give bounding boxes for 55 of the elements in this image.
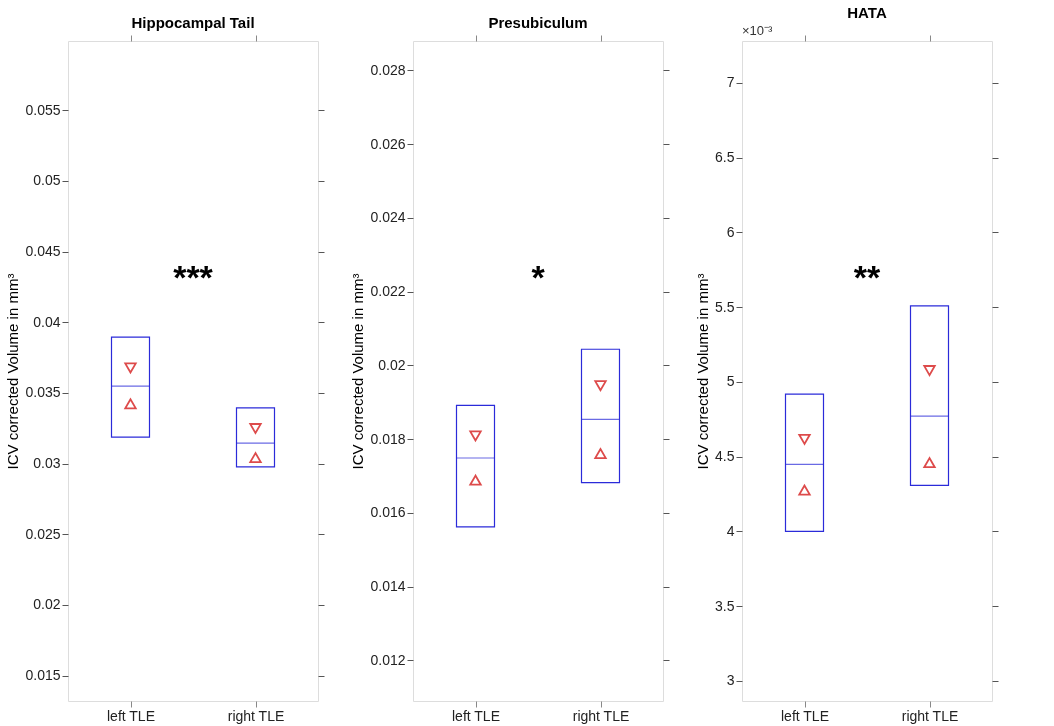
point (249, 423, 262, 434)
point (469, 474, 482, 486)
x-tick-label: left TLE (452, 707, 500, 724)
y-tick-label: 0.016 (370, 504, 406, 521)
y-tick-label: 0.012 (370, 651, 406, 668)
point (124, 398, 137, 410)
y-axis-title: ICV corrected Volume in mm³ (694, 273, 712, 470)
annotation: *** (173, 257, 214, 296)
point (124, 362, 137, 374)
point (469, 430, 482, 442)
y-tick-label: 0.04 (33, 313, 61, 330)
point (594, 380, 607, 392)
y-tick-label: 4.5 (715, 448, 735, 465)
x-tick-label: right TLE (572, 707, 630, 724)
annotation: * (531, 257, 546, 296)
x-tick-label: right TLE (227, 707, 285, 724)
y-tick-label: 0.045 (25, 243, 61, 260)
chart-title: Hippocampal Tail (131, 13, 255, 31)
x-tick-label: left TLE (781, 707, 829, 724)
chart-title: HATA (847, 4, 887, 21)
y-tick-label: 0.015 (25, 667, 61, 684)
y-axis-title: ICV corrected Volume in mm³ (4, 273, 22, 470)
point (249, 452, 262, 464)
point (594, 448, 607, 460)
point (923, 365, 936, 376)
y-tick-label: 0.025 (25, 525, 61, 542)
y-tick-label: 0.055 (25, 101, 61, 118)
point (798, 484, 811, 496)
y-tick-label: 0.022 (370, 283, 406, 300)
x-tick-label: right TLE (901, 707, 959, 724)
y-tick-label: 0.02 (33, 596, 61, 613)
y-tick-label: 0.02 (378, 356, 406, 373)
y-tick-label: 3.5 (715, 597, 735, 614)
y-tick-label: 6.5 (715, 149, 735, 166)
y-tick-label: 0.035 (25, 384, 61, 401)
y-axis-title: ICV corrected Volume in mm³ (349, 273, 367, 470)
y-tick-label: 4 (726, 522, 735, 539)
y-tick-label: 0.03 (33, 455, 61, 472)
y-tick-label: 3 (726, 672, 735, 689)
x-tick-label: left TLE (107, 707, 155, 724)
y-tick-label: 5 (726, 373, 735, 390)
chart-title: Presubiculum (488, 13, 588, 31)
annotation: ** (853, 257, 881, 296)
y-tick-label: 0.024 (370, 209, 406, 226)
y-tick-label: 0.05 (33, 172, 61, 189)
y-tick-label: 0.026 (370, 135, 406, 152)
y-tick-label: 6 (726, 223, 735, 240)
y-tick-label: 0.014 (370, 578, 406, 595)
point (923, 457, 936, 469)
y-tick-label: 0.018 (370, 430, 406, 447)
y-tick-label: 7 (726, 74, 735, 91)
text: ×10⁻³ (742, 23, 774, 38)
point (798, 433, 811, 445)
y-tick-label: 0.028 (370, 62, 406, 78)
y-tick-label: 5.5 (715, 298, 735, 315)
